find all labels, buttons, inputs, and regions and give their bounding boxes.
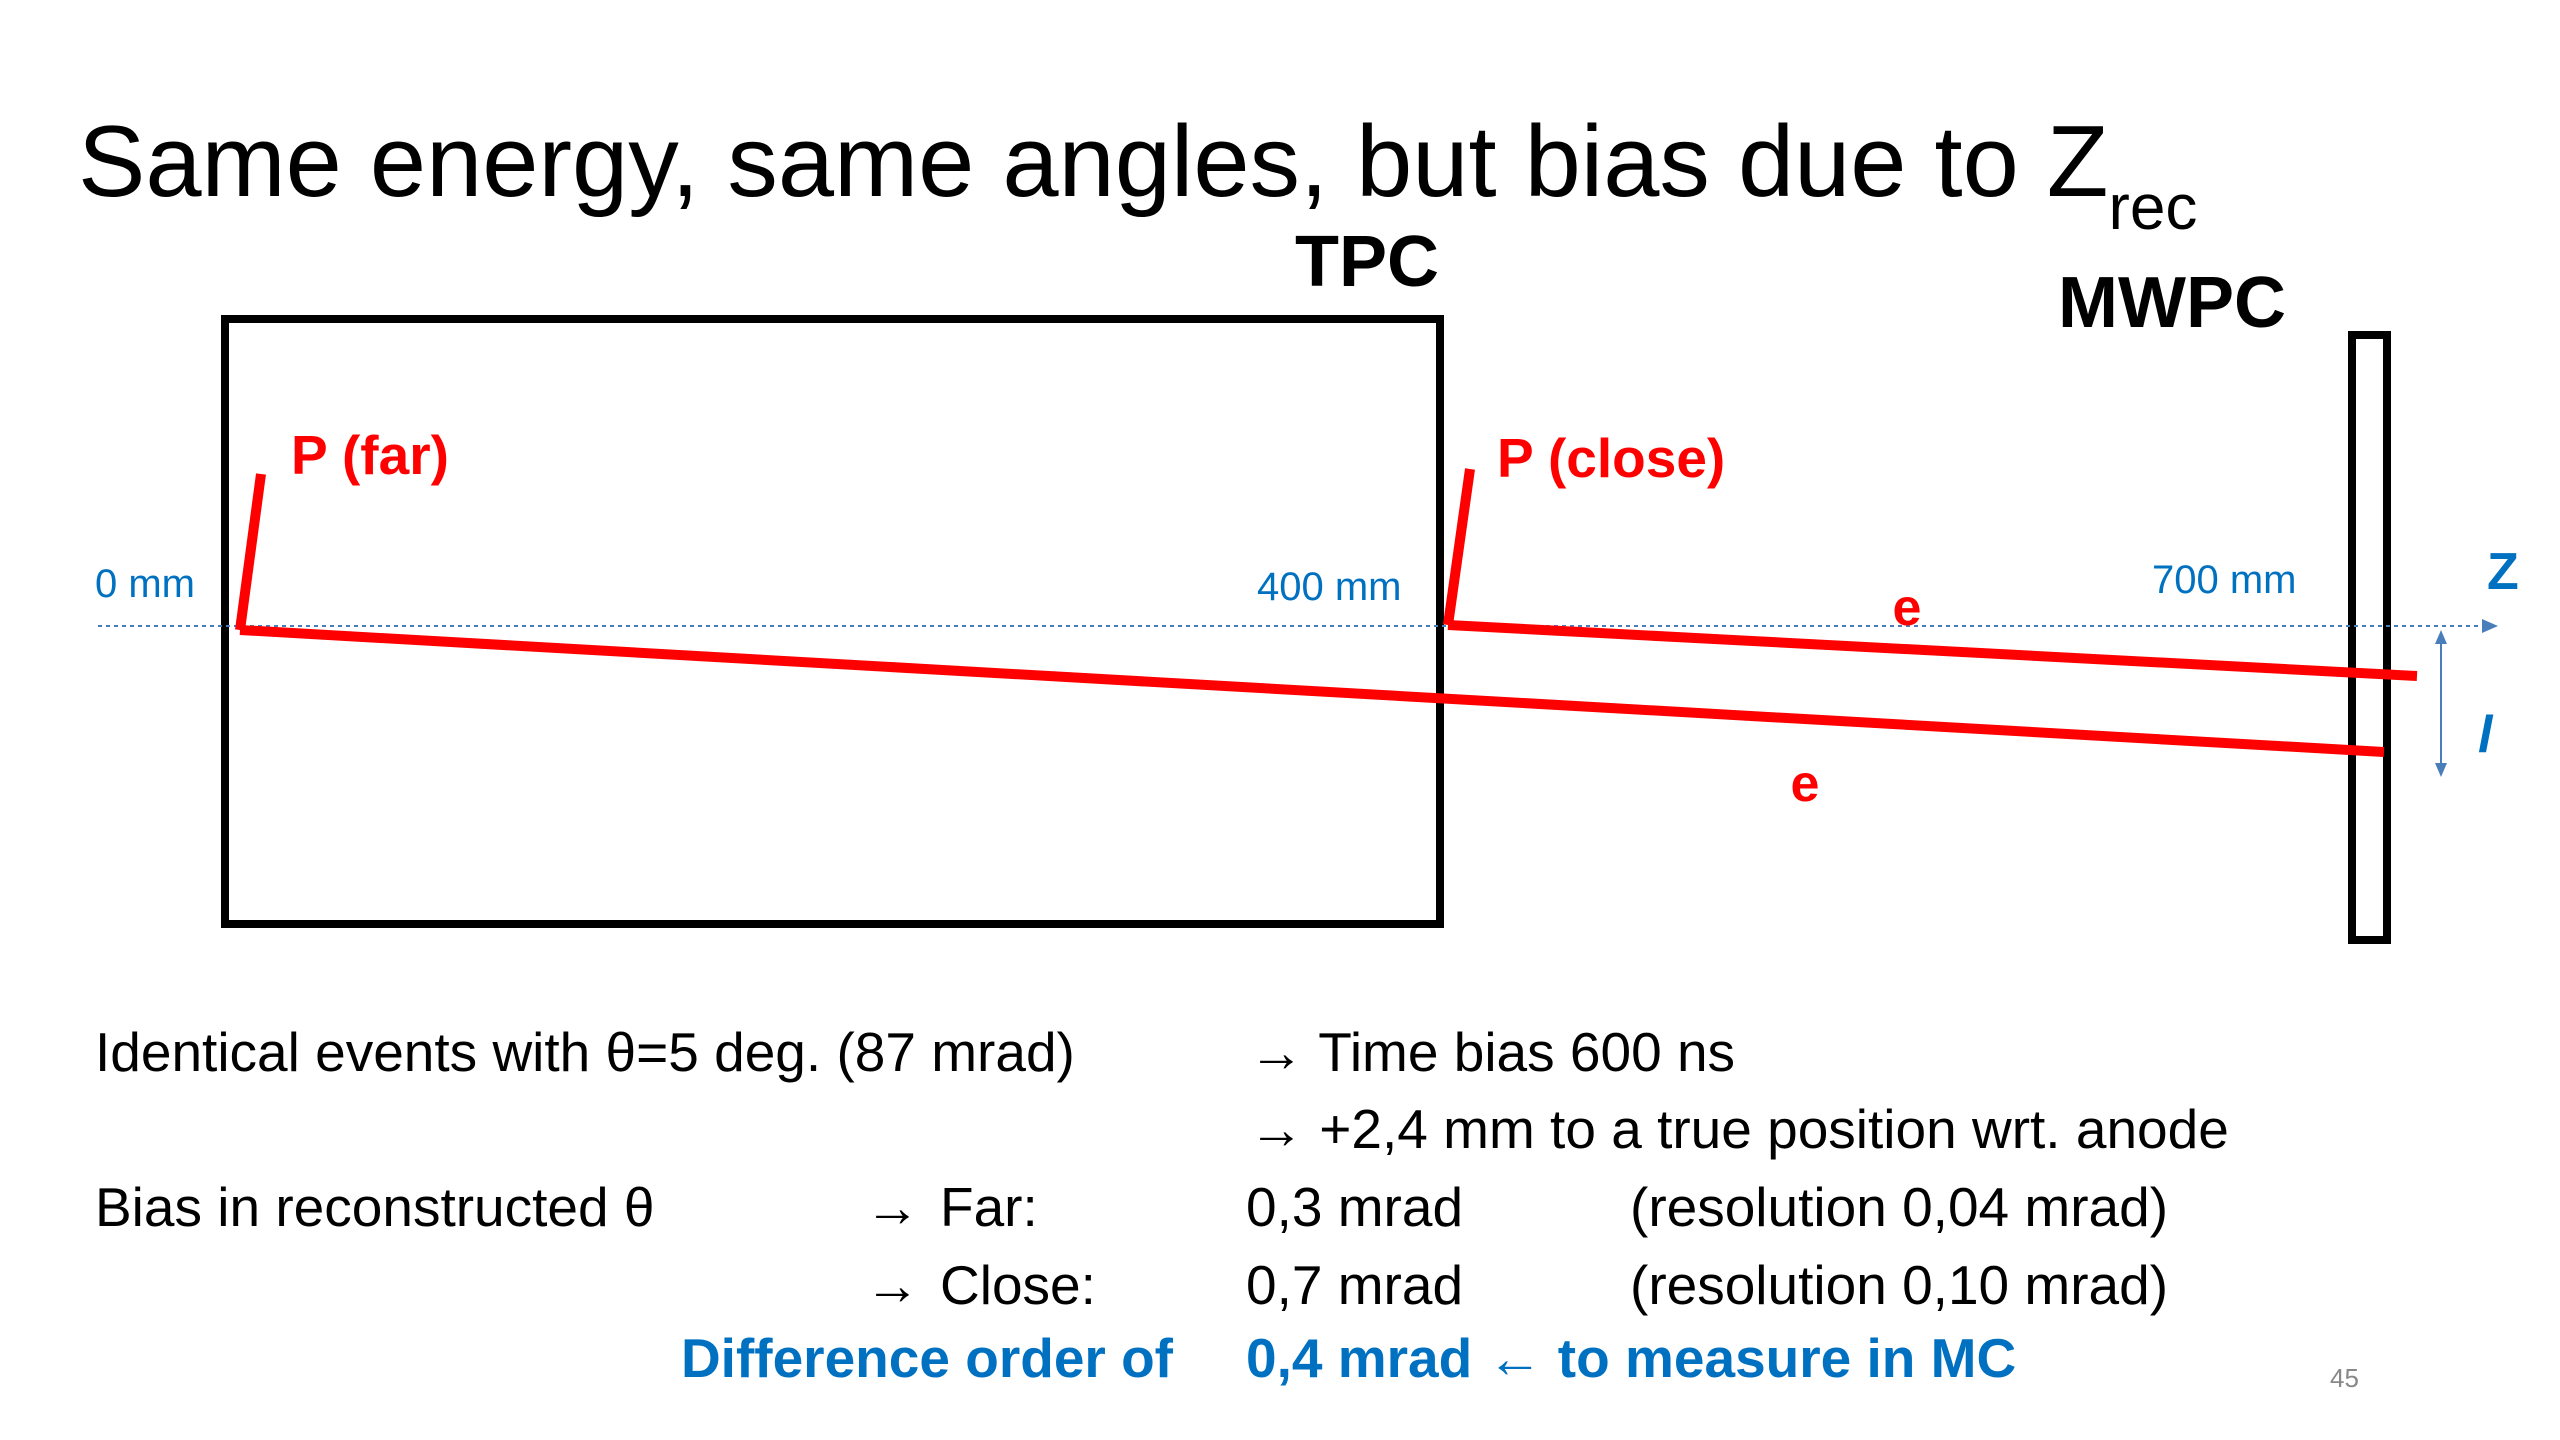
electron-close	[1447, 620, 2418, 681]
proton-far	[235, 473, 266, 631]
row4-arrow: →	[865, 1254, 920, 1316]
mwpc-box	[2348, 331, 2391, 944]
row5-right: 0,4 mrad ← to measure in MC	[1246, 1327, 2016, 1389]
mwpc-label: MWPC	[2058, 263, 2286, 343]
p-far-label: P (far)	[291, 424, 449, 486]
pos-400: 400 mm	[1257, 565, 1402, 609]
proton-close	[1443, 468, 1475, 626]
l-arrowhead-top	[2435, 630, 2447, 644]
row4-value: 0,7 mrad	[1246, 1254, 1463, 1316]
row1-left: Identical events with θ=5 deg. (87 mrad)	[95, 1021, 1075, 1083]
title-subscript: rec	[2109, 171, 2198, 243]
z-arrowhead	[2482, 619, 2498, 633]
row3-arrow: →	[865, 1176, 920, 1238]
row1-right: → Time bias 600 ns	[1249, 1021, 1735, 1083]
row5-left: Difference order of	[681, 1327, 1174, 1389]
p-close-label: P (close)	[1497, 427, 1725, 489]
pos-700: 700 mm	[2152, 558, 2297, 602]
row3-left: Bias in reconstructed θ	[95, 1176, 654, 1238]
z-label: Z	[2487, 543, 2519, 601]
title-main: Same energy, same angles, but bias due t…	[78, 106, 2109, 218]
row3-value: 0,3 mrad	[1246, 1176, 1463, 1238]
pos-0: 0 mm	[95, 562, 195, 606]
e-lower: e	[1791, 755, 1820, 813]
e-upper: e	[1893, 579, 1922, 637]
title: Same energy, same angles, but bias due t…	[78, 106, 2197, 243]
page-number: 45	[2330, 1363, 2359, 1393]
row2-right: → +2,4 mm to a true position wrt. anode	[1249, 1098, 2229, 1160]
row4-label: Close:	[940, 1254, 1096, 1316]
l-arrowhead-bottom	[2435, 763, 2447, 777]
row4-resolution: (resolution 0,10 mrad)	[1630, 1254, 2168, 1316]
tpc-label: TPC	[1295, 222, 1439, 302]
l-label: l	[2478, 706, 2494, 764]
tracks	[235, 468, 2418, 757]
row3-resolution: (resolution 0,04 mrad)	[1630, 1176, 2168, 1238]
row3-label: Far:	[940, 1176, 1038, 1238]
tpc-box	[221, 315, 1444, 928]
electron-far	[239, 625, 2385, 757]
